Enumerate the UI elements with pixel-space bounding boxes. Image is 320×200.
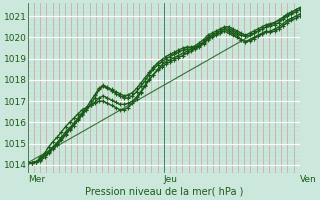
X-axis label: Pression niveau de la mer( hPa ): Pression niveau de la mer( hPa ) — [84, 187, 243, 197]
